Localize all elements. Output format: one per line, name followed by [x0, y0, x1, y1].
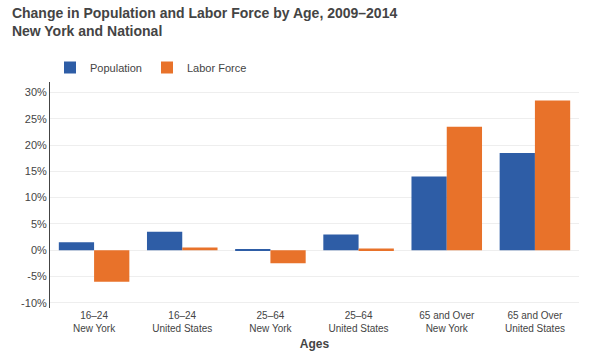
svg-text:65 and OverUnited States: 65 and OverUnited States — [505, 310, 565, 334]
svg-text:65 and OverNew York: 65 and OverNew York — [419, 310, 475, 334]
svg-text:20%: 20% — [25, 139, 47, 151]
svg-text:-5%: -5% — [27, 270, 47, 282]
svg-text:Population: Population — [90, 62, 142, 74]
svg-text:10%: 10% — [25, 191, 47, 203]
svg-text:16–24New York: 16–24New York — [73, 310, 116, 334]
svg-text:Change in Population and Labor: Change in Population and Labor Force by … — [12, 5, 398, 39]
svg-text:30%: 30% — [25, 86, 47, 98]
svg-text:Labor Force: Labor Force — [187, 62, 246, 74]
svg-text:25–64United States: 25–64United States — [329, 310, 389, 334]
svg-text:5%: 5% — [31, 218, 47, 230]
svg-text:25–64New York: 25–64New York — [249, 310, 292, 334]
svg-text:16–24United States: 16–24United States — [152, 310, 212, 334]
svg-text:25%: 25% — [25, 113, 47, 125]
svg-text:-10%: -10% — [21, 297, 47, 309]
svg-text:15%: 15% — [25, 165, 47, 177]
svg-text:Ages: Ages — [300, 337, 330, 351]
svg-text:0%: 0% — [31, 244, 47, 256]
